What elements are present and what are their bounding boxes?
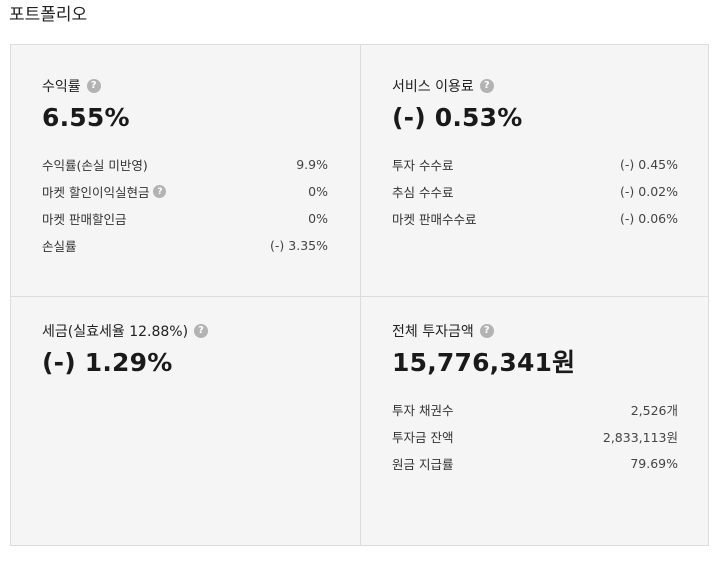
tax-label: 세금(실효세율 12.88%) [42,324,189,340]
detail-label: 마켓 할인이익실현금 [42,185,150,200]
detail-label: 투자 채권수 [392,403,454,418]
detail-value: (-) 0.06% [620,211,678,226]
page-title: 포트폴리오 [9,5,88,25]
service-fee-label: 서비스 이용료 [392,79,474,95]
return-rate-card: 수익률 ? 6.55% 수익률(손실 미반영) 9.9% 마켓 할인이익실현금 … [42,75,328,259]
detail-value: 0% [308,184,328,199]
detail-value: 2,526개 [630,403,678,418]
detail-label: 투자 수수료 [392,158,454,173]
detail-value: 0% [308,211,328,226]
detail-row: 수익률(손실 미반영) 9.9% [42,151,328,178]
total-investment-details: 투자 채권수 2,526개 투자금 잔액 2,833,113원 원금 지급률 7… [392,396,678,477]
detail-row: 마켓 판매수수료 (-) 0.06% [392,205,678,232]
portfolio-summary-grid: 수익률 ? 6.55% 수익률(손실 미반영) 9.9% 마켓 할인이익실현금 … [10,44,709,546]
detail-label-with-help: 마켓 할인이익실현금 ? [42,182,167,201]
detail-label: 투자금 잔액 [392,430,454,445]
tax-label-row: 세금(실효세율 12.88%) ? [42,320,328,342]
detail-label: 수익률(손실 미반영) [42,158,148,173]
detail-label: 원금 지급률 [392,457,454,472]
total-investment-card: 전체 투자금액 ? 15,776,341원 투자 채권수 2,526개 투자금 … [392,320,678,477]
detail-value: (-) 3.35% [270,238,328,253]
detail-value: 2,833,113원 [602,430,678,445]
detail-row: 투자 채권수 2,526개 [392,396,678,423]
detail-row: 투자 수수료 (-) 0.45% [392,151,678,178]
detail-row: 마켓 할인이익실현금 ? 0% [42,178,328,205]
detail-row: 마켓 판매할인금 0% [42,205,328,232]
total-investment-value: 15,776,341원 [392,348,576,377]
return-rate-value: 6.55% [42,103,130,132]
grid-divider-vertical [360,45,361,545]
detail-row: 손실률 (-) 3.35% [42,232,328,259]
service-fee-value: (-) 0.53% [392,103,523,132]
detail-row: 투자금 잔액 2,833,113원 [392,423,678,450]
detail-value: 9.9% [296,157,328,172]
return-rate-label-row: 수익률 ? [42,75,328,97]
detail-value: 79.69% [630,456,678,471]
service-fee-label-row: 서비스 이용료 ? [392,75,678,97]
detail-label: 마켓 판매수수료 [392,212,477,227]
service-fee-details: 투자 수수료 (-) 0.45% 추심 수수료 (-) 0.02% 마켓 판매수… [392,151,678,232]
detail-label: 추심 수수료 [392,185,454,200]
help-icon[interactable]: ? [153,185,167,198]
detail-label: 마켓 판매할인금 [42,212,127,227]
help-icon[interactable]: ? [86,79,101,93]
detail-row: 추심 수수료 (-) 0.02% [392,178,678,205]
help-icon[interactable]: ? [194,324,209,338]
return-rate-label: 수익률 [42,79,81,95]
help-icon[interactable]: ? [479,324,494,338]
return-rate-details: 수익률(손실 미반영) 9.9% 마켓 할인이익실현금 ? 0% 마켓 판매할인… [42,151,328,259]
tax-value: (-) 1.29% [42,348,173,377]
total-investment-label-row: 전체 투자금액 ? [392,320,678,342]
detail-value: (-) 0.02% [620,184,678,199]
total-investment-label: 전체 투자금액 [392,324,474,340]
detail-label: 손실률 [42,239,77,254]
service-fee-card: 서비스 이용료 ? (-) 0.53% 투자 수수료 (-) 0.45% 추심 … [392,75,678,232]
tax-card: 세금(실효세율 12.88%) ? (-) 1.29% [42,320,328,380]
grid-divider-horizontal [11,296,708,297]
detail-row: 원금 지급률 79.69% [392,450,678,477]
help-icon[interactable]: ? [479,79,494,93]
detail-value: (-) 0.45% [620,157,678,172]
